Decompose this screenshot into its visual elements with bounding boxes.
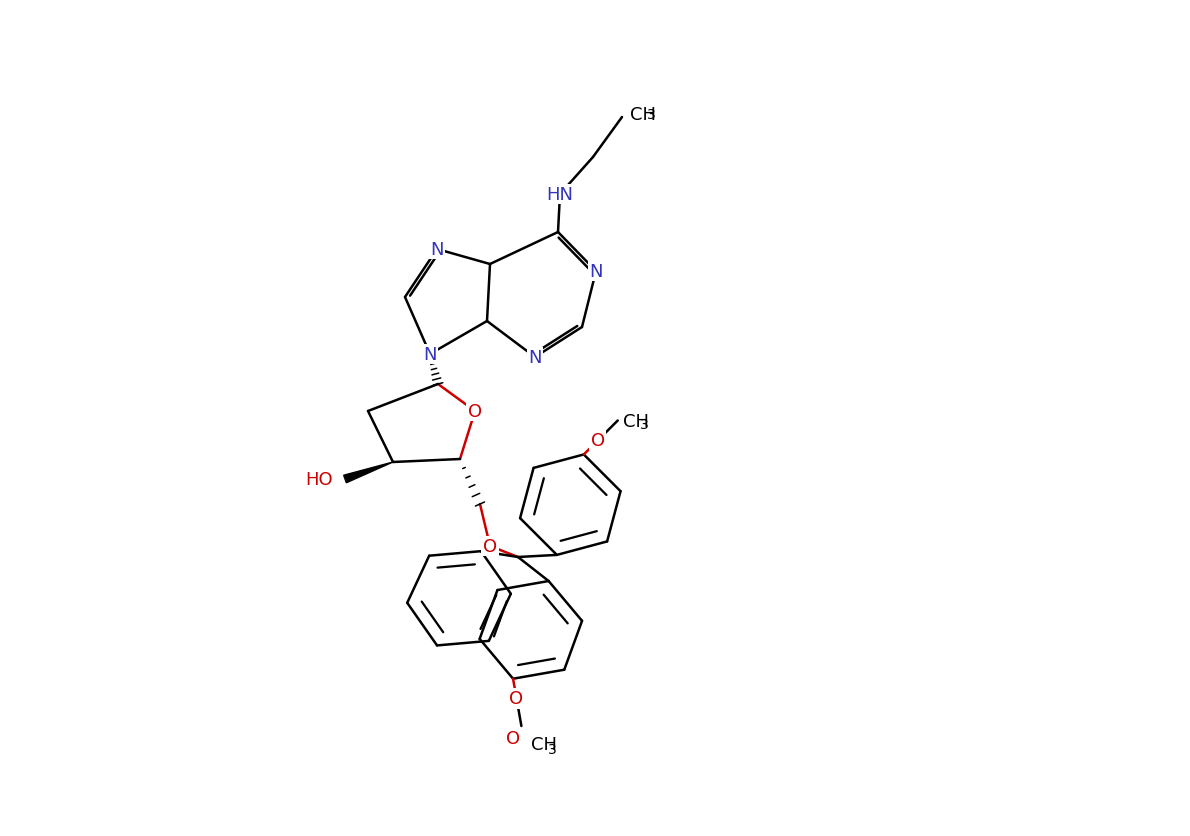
Text: CH: CH bbox=[622, 412, 649, 430]
Text: O: O bbox=[509, 690, 524, 707]
Text: 3: 3 bbox=[549, 742, 557, 756]
Text: N: N bbox=[528, 349, 541, 366]
Text: CH: CH bbox=[630, 106, 656, 124]
Text: N: N bbox=[589, 263, 603, 281]
Text: 3: 3 bbox=[647, 108, 656, 122]
Text: O: O bbox=[591, 431, 605, 450]
Text: O: O bbox=[468, 402, 482, 421]
Text: HO: HO bbox=[306, 471, 333, 488]
Text: N: N bbox=[431, 241, 444, 258]
Text: O: O bbox=[506, 729, 520, 747]
Text: CH: CH bbox=[532, 735, 557, 753]
Text: O: O bbox=[483, 538, 497, 555]
Polygon shape bbox=[344, 462, 393, 483]
Text: HN: HN bbox=[546, 186, 574, 204]
Text: N: N bbox=[424, 345, 437, 364]
Text: 3: 3 bbox=[640, 417, 649, 431]
